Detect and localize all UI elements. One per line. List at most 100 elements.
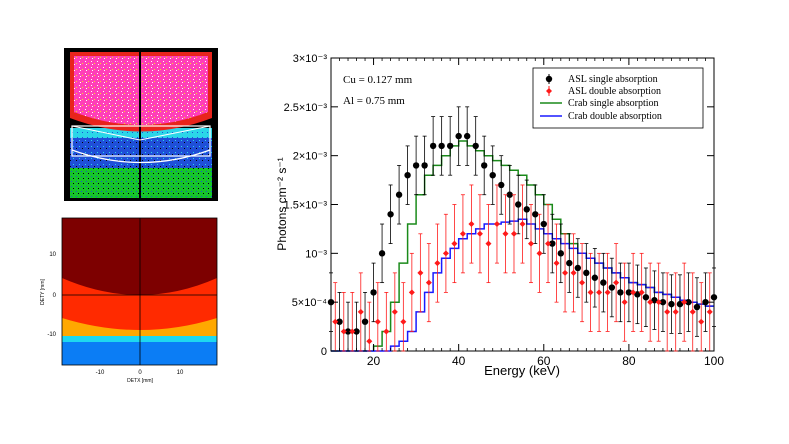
legend-entry-asl-double: ASL double absorption xyxy=(546,86,661,97)
data-point-circle xyxy=(523,206,530,213)
detector-white-diag-1 xyxy=(139,125,211,141)
data-point-diamond xyxy=(638,289,645,296)
data-point-circle xyxy=(676,300,684,308)
data-point-diamond xyxy=(528,240,535,247)
data-point-circle xyxy=(608,284,616,291)
data-point-diamond xyxy=(502,230,509,237)
data-point-circle xyxy=(710,294,718,301)
data-point-diamond xyxy=(681,299,688,306)
detector-map: 10 0 -10 -10 0 10 DETX [mm] DETY [mm] xyxy=(40,217,218,384)
y-tick-label: 0 xyxy=(321,346,327,358)
data-point-circle xyxy=(378,250,386,257)
data-point-diamond xyxy=(570,269,577,276)
y-tick-label: 3×10⁻³ xyxy=(293,53,328,65)
map-yticks: 10 0 -10 xyxy=(47,252,56,338)
detector-white-curve xyxy=(71,149,211,164)
legend-label: Crab double absorption xyxy=(568,111,662,122)
data-point-diamond xyxy=(579,279,586,286)
map-xtick-label: 0 xyxy=(138,370,142,376)
detector-white-diag-2 xyxy=(71,125,141,141)
data-point-diamond xyxy=(366,338,373,345)
legend-marker-circle xyxy=(545,75,553,83)
annotations: Cu = 0.127 mm Al = 0.75 mm xyxy=(343,74,413,107)
data-point-diamond xyxy=(536,250,543,257)
data-point-circle xyxy=(685,298,692,306)
data-point-circle xyxy=(370,289,377,296)
map-ylabel: DETY [mm] xyxy=(40,279,46,305)
data-point-circle xyxy=(463,132,471,140)
data-point-circle xyxy=(651,297,658,304)
data-point-diamond xyxy=(468,221,475,228)
x-tick-label: 60 xyxy=(537,354,551,368)
map-frame xyxy=(61,217,218,366)
legend-entry-crab-single: Crab single absorption xyxy=(540,98,659,109)
data-point-circle xyxy=(387,211,394,218)
spectrum-chart: 20 40 60 80 100 0 5×10⁻⁴ 10⁻³ 1.5×10⁻³ 2×10⁻³ 2.5×… xyxy=(275,53,724,378)
legend-box xyxy=(532,67,704,129)
data-point-circle xyxy=(336,318,343,325)
data-point-circle xyxy=(515,201,522,208)
data-point-diamond xyxy=(689,308,696,315)
data-point-circle xyxy=(472,142,479,150)
data-point-circle xyxy=(353,328,360,335)
data-point-circle xyxy=(506,191,513,198)
map-ytick-label: 0 xyxy=(53,293,57,299)
data-point-diamond xyxy=(493,221,500,228)
annotation-cu: Cu = 0.127 mm xyxy=(343,74,413,86)
detector-image xyxy=(64,48,218,201)
data-point-circle xyxy=(693,303,701,311)
data-point-circle xyxy=(344,328,352,335)
y-tick-label: 2.5×10⁻³ xyxy=(284,102,328,114)
legend-label: ASL single absorption xyxy=(568,74,658,85)
data-point-diamond xyxy=(519,221,526,228)
data-point-circle xyxy=(617,289,624,296)
data-point-diamond xyxy=(425,279,432,286)
x-tick-label: 80 xyxy=(622,354,636,368)
data-point-circle xyxy=(591,274,599,281)
data-point-diamond xyxy=(340,328,347,335)
data-point-diamond xyxy=(391,308,398,315)
data-point-diamond xyxy=(434,260,441,267)
data-point-diamond xyxy=(672,308,679,315)
data-point-circle xyxy=(625,289,633,296)
map-xticks: -10 0 10 xyxy=(96,370,184,376)
x-tick-label: 100 xyxy=(704,354,724,368)
x-tick-label: 20 xyxy=(367,354,381,368)
data-point-diamond xyxy=(562,269,569,276)
data-point-diamond xyxy=(383,328,390,335)
data-point-diamond xyxy=(630,289,637,296)
map-ytick-label: -10 xyxy=(47,332,56,338)
data-point-diamond xyxy=(476,230,483,237)
data-point-diamond xyxy=(545,240,552,247)
tick-layer: 20 40 60 80 100 0 5×10⁻⁴ 10⁻³ 1.5×10⁻³ 2×10⁻³ 2.5×… xyxy=(284,53,725,368)
data-point-circle xyxy=(574,264,582,272)
data-point-circle xyxy=(659,298,667,306)
data-point-circle xyxy=(429,142,437,150)
data-point-circle xyxy=(540,220,547,228)
annotation-al: Al = 0.75 mm xyxy=(343,95,405,107)
data-point-circle xyxy=(583,269,590,277)
data-point-diamond xyxy=(647,299,654,306)
data-point-circle xyxy=(702,298,709,306)
map-darkred-band xyxy=(62,218,217,295)
data-point-diamond xyxy=(621,299,628,306)
legend-label: Crab single absorption xyxy=(568,98,659,109)
y-tick-label: 1.5×10⁻³ xyxy=(284,200,328,212)
data-point-circle xyxy=(412,162,420,169)
data-point-circle xyxy=(481,162,488,169)
data-point-circle xyxy=(549,240,556,247)
data-point-diamond xyxy=(459,230,466,237)
legend-entry-asl-single: ASL single absorption xyxy=(545,74,658,85)
series-asl-double-absorption xyxy=(332,184,713,352)
data-point-circle xyxy=(668,300,675,308)
data-point-diamond xyxy=(664,308,671,315)
data-point-diamond xyxy=(357,308,364,315)
data-point-diamond xyxy=(613,279,620,286)
data-point-diamond xyxy=(408,289,415,296)
data-point-diamond xyxy=(451,240,458,247)
y-tick-label: 5×10⁻⁴ xyxy=(292,297,328,309)
data-point-diamond xyxy=(596,289,603,296)
data-point-circle xyxy=(446,142,454,150)
y-axis-label: Photons cm⁻² s⁻¹ xyxy=(275,157,289,250)
data-point-diamond xyxy=(604,289,611,296)
